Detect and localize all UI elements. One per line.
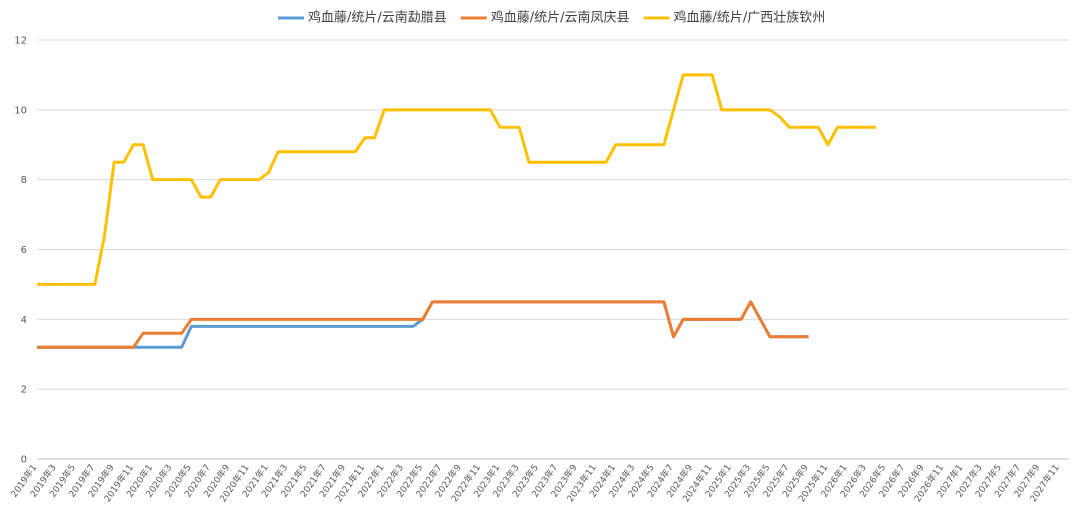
legend-label: 鸡血藤/统片/云南凤庆县: [491, 10, 630, 26]
line-series: [37, 300, 809, 349]
line-series: [37, 300, 809, 349]
line-series: [37, 73, 877, 286]
y-tick-label: 10: [14, 105, 27, 116]
y-tick-label: 8: [21, 175, 27, 186]
legend-label: 鸡血藤/统片/云南勐腊县: [308, 10, 447, 26]
legend: 鸡血藤/统片/云南勐腊县 鸡血藤/统片/云南凤庆县 鸡血藤/统片/广西壮族钦州: [278, 10, 825, 26]
y-tick-label: 6: [21, 245, 27, 256]
legend-label: 鸡血藤/统片/广西壮族钦州: [674, 10, 826, 26]
y-tick-label: 12: [14, 36, 27, 47]
y-tick-label: 0: [21, 455, 27, 466]
y-tick-label: 4: [21, 315, 27, 326]
y-tick-label: 2: [21, 385, 27, 396]
